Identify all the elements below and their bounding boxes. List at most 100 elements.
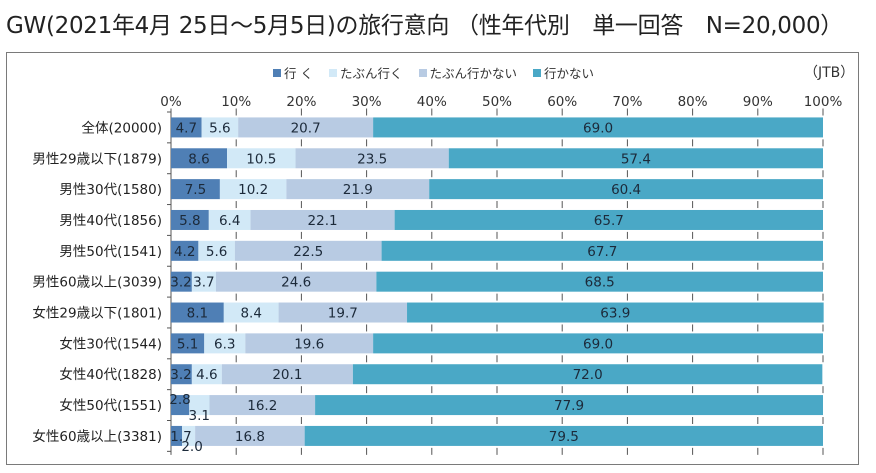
data-label: 3.2 <box>170 275 191 291</box>
data-label: 3.2 <box>170 367 191 383</box>
legend-item-tabun-iku: たぶん行く <box>328 63 403 82</box>
bar-segment <box>227 148 296 169</box>
x-tick-label: 0% <box>160 94 182 110</box>
data-label: 69.0 <box>583 120 613 136</box>
bar-segment <box>204 333 246 354</box>
bar-segment <box>182 425 196 446</box>
legend-label-ikanai: 行かない <box>544 66 595 81</box>
x-tick-label: 80% <box>678 94 708 110</box>
data-label: 20.1 <box>272 367 302 383</box>
bar-segment <box>171 117 202 138</box>
data-label: 5.6 <box>209 120 230 136</box>
bar-segment <box>376 271 823 292</box>
data-label: 7.5 <box>185 182 206 198</box>
bar-segment <box>171 302 224 323</box>
bar-segment <box>208 209 251 230</box>
x-tick-label: 60% <box>547 94 577 110</box>
bar-segment <box>198 240 235 261</box>
x-tick-label: 40% <box>417 94 447 110</box>
data-label: 4.2 <box>174 244 195 260</box>
data-label: 3.1 <box>189 408 210 424</box>
bar-segment <box>381 240 823 261</box>
data-label: 79.5 <box>549 429 579 445</box>
legend-item-iku: 行 く <box>273 63 313 82</box>
bar-segment <box>171 271 192 292</box>
bar-segment <box>191 364 222 385</box>
bar-segment <box>201 117 239 138</box>
data-label: 77.9 <box>554 398 584 414</box>
data-label: 4.7 <box>176 120 197 136</box>
x-tick-label: 90% <box>743 94 773 110</box>
data-label: 10.2 <box>238 182 268 198</box>
bar-segment <box>171 209 209 230</box>
data-label: 5.8 <box>179 213 200 229</box>
data-label: 4.6 <box>196 367 217 383</box>
category-label: 女性29歳以下(1801) <box>32 305 162 322</box>
data-label: 63.9 <box>600 306 630 322</box>
x-tick-label: 10% <box>221 94 251 110</box>
chart-title: GW(2021年4月 25日～5月5日)の旅行意向 （性年代別 単一回答 N=2… <box>6 13 843 39</box>
bar-segment <box>352 364 823 385</box>
bar-segment <box>171 425 183 446</box>
legend-swatch-tabun-iku <box>328 68 337 77</box>
data-label: 23.5 <box>357 151 387 167</box>
x-tick-label: 50% <box>482 94 512 110</box>
bar-segment <box>429 179 823 200</box>
legend-item-tabun-ikanai: たぶん行かない <box>418 63 518 82</box>
legend-label-tabun-iku: たぶん行く <box>339 66 403 81</box>
legend: 行 く たぶん行く たぶん行かない 行かない <box>273 63 594 82</box>
bar-segment <box>373 333 823 354</box>
x-tick-label: 30% <box>352 94 382 110</box>
data-label: 3.7 <box>193 275 214 291</box>
data-label: 16.8 <box>235 429 265 445</box>
bar-segment <box>171 364 192 385</box>
legend-swatch-iku <box>273 68 281 77</box>
data-label: 8.6 <box>188 151 209 167</box>
bar-segment <box>245 333 374 354</box>
legend-swatch-ikanai <box>533 68 542 77</box>
data-label: 6.4 <box>219 213 240 229</box>
bar-segment <box>238 117 374 138</box>
bar-segment <box>394 209 823 230</box>
data-label: 10.5 <box>246 151 276 167</box>
bar-segment <box>234 240 382 261</box>
x-tick-label: 20% <box>286 94 316 110</box>
bar-segment <box>209 395 316 416</box>
bar-segment <box>315 395 823 416</box>
data-label: 5.1 <box>177 336 198 352</box>
data-label: 67.7 <box>587 244 617 260</box>
bar-segment <box>278 302 408 323</box>
category-label: 女性60歳以上(3381) <box>32 428 162 445</box>
bar-segment <box>219 179 287 200</box>
data-label: 6.3 <box>214 336 235 352</box>
data-label: 8.4 <box>240 306 261 322</box>
data-label: 20.7 <box>291 120 321 136</box>
bar-segment <box>295 148 449 169</box>
category-label: 女性30代(1544) <box>59 335 162 352</box>
data-label: 2.8 <box>169 392 190 408</box>
x-tick-label: 100% <box>804 94 843 110</box>
data-label: 72.0 <box>573 367 603 383</box>
category-label: 男性30代(1580) <box>59 182 162 198</box>
bar-segment <box>407 302 824 323</box>
bar-segment <box>215 271 377 292</box>
data-label: 68.5 <box>585 275 615 291</box>
data-label: 65.7 <box>594 213 624 229</box>
data-label: 69.0 <box>583 336 613 352</box>
bar-segment <box>223 302 279 323</box>
data-label: 57.4 <box>621 151 651 167</box>
data-label: 1.7 <box>170 429 191 445</box>
legend-label-tabun-ikanai: たぶん行かない <box>429 66 518 81</box>
chart-frame <box>6 52 859 465</box>
bar-segment <box>250 209 395 230</box>
data-label: 22.5 <box>293 244 323 260</box>
x-tick-label: 70% <box>612 94 642 110</box>
legend-swatch-tabun-ikanai <box>418 68 427 77</box>
data-label: 24.6 <box>281 275 311 291</box>
data-label: 60.4 <box>611 182 641 198</box>
bar-segment <box>171 179 220 200</box>
category-label: 男性60歳以上(3039) <box>32 275 162 291</box>
category-label: 女性50代(1551) <box>59 397 162 414</box>
bar-segment <box>448 148 823 169</box>
bar-segment <box>286 179 430 200</box>
